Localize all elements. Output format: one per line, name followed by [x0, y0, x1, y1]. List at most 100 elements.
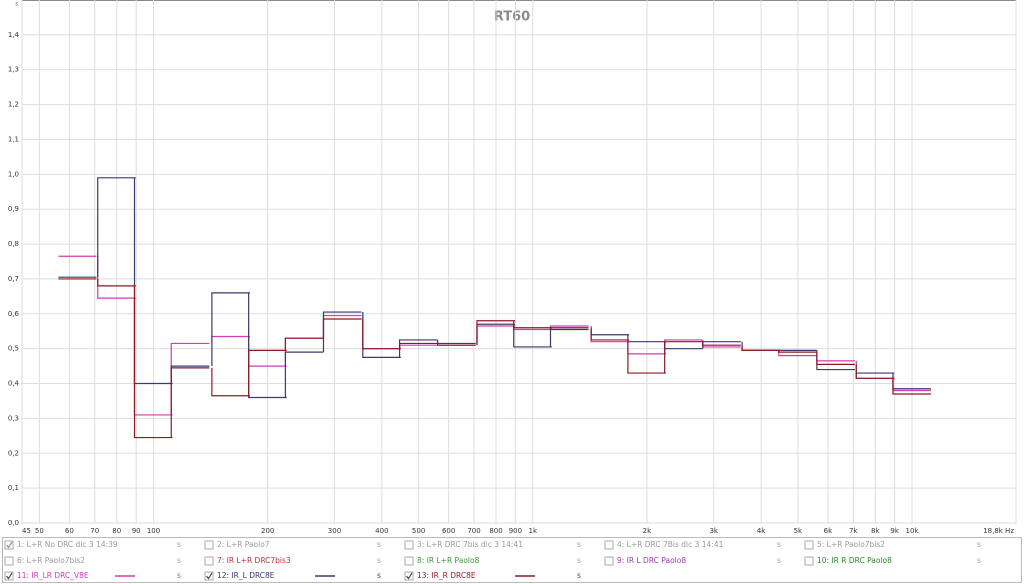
legend-unit: s — [977, 556, 981, 565]
y-tick-label: 1,3 — [8, 66, 19, 74]
rt60-step — [248, 349, 287, 396]
y-tick-label: 0,3 — [8, 414, 19, 422]
x-tick-label: 6k — [824, 527, 833, 535]
rt60-step — [702, 341, 741, 346]
legend-unit: s — [577, 571, 581, 580]
x-tick-label: 10k — [906, 527, 920, 535]
x-tick-label: 2k — [643, 527, 652, 535]
y-tick-label: 0,2 — [8, 449, 19, 457]
checkbox — [804, 540, 814, 550]
rt60-step — [170, 367, 210, 438]
x-tick-label: 800 — [489, 527, 502, 535]
checkmark — [405, 572, 413, 580]
chart-title: RT60 — [494, 10, 530, 25]
legend-label: 4: L+R DRC 7Bis dic 3 14:41 — [617, 540, 724, 549]
x-tick-label: 600 — [442, 527, 455, 535]
rt60-step — [741, 345, 781, 352]
checkmark — [5, 572, 13, 580]
legend-label: 7: IR L+R DRC7bis3 — [217, 556, 291, 565]
x-tick-label: 90 — [132, 527, 141, 535]
plot-frame — [21, 0, 1017, 524]
x-tick-label: 200 — [261, 527, 274, 535]
legend-panel — [2, 537, 1022, 583]
rt60-step — [284, 337, 324, 351]
rt60-step — [549, 327, 589, 331]
y-tick-label: 0,1 — [8, 484, 19, 492]
x-tick-label: 900 — [509, 527, 522, 535]
rt60-step — [362, 319, 401, 350]
rt60-step — [97, 278, 136, 287]
y-tick-label: 1,2 — [8, 101, 19, 109]
checkbox — [204, 556, 214, 566]
checkbox — [404, 571, 414, 581]
rt60-step — [513, 320, 552, 329]
legend-unit: s — [777, 556, 781, 565]
legend-unit: s — [577, 540, 581, 549]
checkbox — [4, 540, 14, 550]
legend-label: 1: L+R No DRC dic 3 14:39 — [17, 540, 118, 549]
rt60-step — [133, 285, 173, 439]
x-tick-label: 300 — [328, 527, 341, 535]
x-tick-label: 7k — [849, 527, 858, 535]
rt60-step — [513, 324, 552, 348]
checkmark — [5, 541, 13, 549]
rt60-step — [627, 339, 666, 374]
checkbox — [404, 556, 414, 566]
legend-unit: s — [377, 556, 381, 565]
rt60-step — [664, 341, 703, 374]
x-tick-label: 400 — [375, 527, 388, 535]
legend-unit: s — [177, 571, 181, 580]
x-tick-label: 700 — [467, 527, 480, 535]
legend-unit: s — [177, 540, 181, 549]
y-tick-label: 0,5 — [8, 345, 19, 353]
rt60-step — [816, 352, 855, 365]
x-tick-label: 9k — [890, 527, 899, 535]
x-tick-label: 8k — [871, 527, 880, 535]
legend-label: 5: L+R Paolo7bis2 — [817, 540, 885, 549]
y-tick-label: 0,7 — [8, 275, 19, 283]
x-tick-label: 1k — [529, 527, 538, 535]
checkbox — [4, 556, 14, 566]
rt60-step — [590, 329, 630, 341]
x-tick-label: 45 — [22, 527, 31, 535]
legend-label: 3: L+R DRC 7bis dic 3 14:41 — [417, 540, 523, 549]
x-tick-label: 4k — [757, 527, 766, 535]
rt60-step — [398, 342, 438, 349]
legend-label: 11: IR_LR DRC_V8E — [17, 571, 89, 580]
legend-label: 8: IR L+R Paolo8 — [417, 556, 480, 565]
y-tick-label: 1,0 — [8, 170, 19, 178]
x-tick-label: 100 — [147, 527, 160, 535]
checkbox — [804, 556, 814, 566]
rt60-step — [476, 320, 516, 346]
checkbox — [604, 540, 614, 550]
legend-unit: s — [777, 540, 781, 549]
rt60-step — [778, 350, 817, 353]
rt60-step — [211, 292, 250, 367]
rt60-step — [211, 367, 250, 397]
legend-unit: s — [977, 540, 981, 549]
y-axis-label: s — [15, 2, 18, 8]
y-tick-label: 0,8 — [8, 240, 19, 248]
x-tick-label: 18,8k Hz — [983, 527, 1014, 535]
y-tick-label: 0,0 — [8, 519, 19, 527]
y-tick-label: 0,9 — [8, 205, 19, 213]
x-tick-label: 80 — [112, 527, 121, 535]
legend-label: 6: L+R Paolo7bis2 — [17, 556, 85, 565]
y-tick-label: 1,1 — [8, 135, 19, 143]
checkbox — [204, 540, 214, 550]
x-tick-label: 3k — [709, 527, 718, 535]
y-tick-label: 0,4 — [8, 380, 20, 388]
rt60-step — [855, 364, 895, 379]
rt60-step — [398, 339, 438, 358]
rt60-step — [248, 292, 287, 399]
legend-label: 2: L+R Paolo7 — [217, 540, 270, 549]
x-tick-label: 60 — [65, 527, 74, 535]
x-tick-label: 70 — [90, 527, 99, 535]
checkbox — [204, 571, 214, 581]
legend-label: 13: IR_R DRC8E — [417, 571, 476, 580]
checkbox — [404, 540, 414, 550]
legend-label: 12: IR_L DRC8E — [217, 571, 275, 580]
checkbox — [4, 571, 14, 581]
checkbox — [604, 556, 614, 566]
rt60-step — [322, 311, 362, 353]
